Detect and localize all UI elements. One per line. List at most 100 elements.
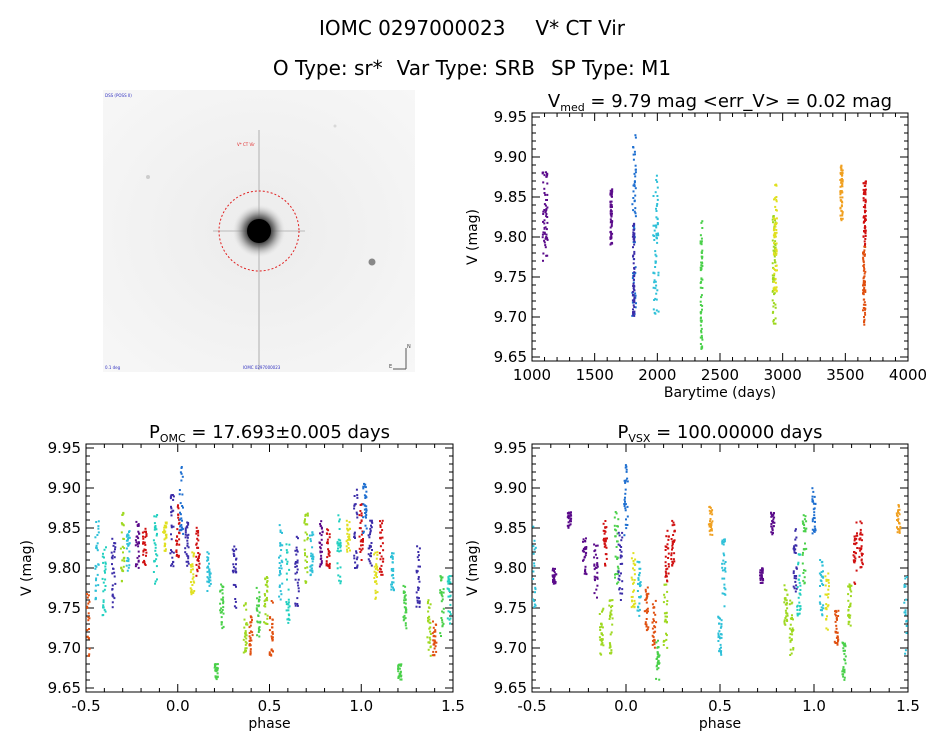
phase_omc-data-point — [86, 606, 89, 609]
phase_vsx-data-point — [813, 529, 816, 532]
phase_omc-data-point — [216, 672, 219, 675]
phase_omc-data-point — [136, 563, 139, 566]
phase_omc-data-point — [327, 548, 330, 551]
phase_vsx-data-point — [771, 531, 774, 534]
lightcurve-data-point — [701, 220, 704, 223]
phase_omc-data-point — [179, 513, 182, 516]
lightcurve-data-point — [654, 287, 657, 290]
phase_omc-data-point — [257, 627, 260, 630]
phase_vsx-data-point — [651, 627, 654, 630]
phase_omc-data-point — [375, 582, 378, 585]
phase_omc-data-point — [171, 494, 174, 496]
lightcurve-data-point — [609, 210, 612, 213]
phase_vsx-data-point — [796, 612, 799, 615]
lightcurve-data-point — [544, 204, 547, 207]
phase_omc-data-point — [446, 617, 449, 620]
phase_vsx-data-point — [771, 527, 774, 530]
phase_omc-data-point — [364, 512, 367, 514]
lightcurve-data-point — [611, 242, 614, 245]
lightcurve-data-point — [544, 193, 547, 196]
lightcurve-data-point — [610, 210, 613, 213]
phase_omc-data-point — [156, 514, 159, 516]
phase_omc-data-point — [380, 555, 383, 558]
lightcurve-data-point — [656, 195, 659, 197]
lightcurve-data-point — [633, 273, 636, 276]
lightcurve-data-point — [544, 244, 547, 247]
phase_omc-data-point — [86, 636, 89, 638]
phase_omc-data-point — [198, 567, 201, 569]
lightcurve-data-point — [654, 260, 657, 263]
lightcurve-x-tick-label: 4000 — [889, 366, 927, 384]
phase_vsx-data-point — [619, 563, 622, 565]
phase_vsx-data-point — [606, 537, 608, 540]
phase_vsx-data-point — [609, 633, 612, 636]
lightcurve-data-point — [773, 272, 776, 275]
phase_omc-data-point — [249, 644, 252, 647]
phase_vsx-data-point — [614, 511, 617, 513]
phase_vsx-data-point — [534, 604, 537, 607]
lightcurve-data-point — [655, 207, 657, 210]
phase_vsx-data-point — [672, 562, 675, 565]
phase_vsx-data-point — [834, 620, 837, 623]
phase_vsx-data-point — [843, 670, 846, 673]
phase_omc-data-point — [285, 549, 288, 552]
phase_omc-data-point — [141, 531, 144, 534]
phase_vsx-data-point — [814, 529, 817, 532]
phase_vsx-data-point — [720, 633, 722, 636]
phase_vsx-data-point — [791, 627, 794, 630]
lightcurve-data-point — [609, 226, 612, 229]
phase_vsx-data-point — [824, 575, 827, 578]
phase_vsx-data-point — [613, 524, 616, 527]
phase_omc-data-point — [327, 550, 330, 552]
phase_omc-data-point — [184, 536, 187, 539]
lightcurve-data-point — [633, 222, 636, 225]
lightcurve-data-point — [862, 261, 865, 263]
phase_vsx-data-point — [610, 649, 613, 652]
phase_vsx-data-point — [811, 487, 814, 490]
phase_vsx-data-point — [653, 625, 656, 628]
phase_omc-data-point — [86, 593, 88, 596]
phase_vsx-data-point — [759, 577, 762, 580]
lightcurve-data-point — [653, 239, 656, 241]
phase_omc-data-point — [175, 551, 178, 553]
phase_omc-data-point — [271, 626, 274, 629]
phase_omc-data-point — [376, 551, 379, 554]
phase_vsx-data-point — [720, 636, 723, 639]
phase_omc-data-point — [355, 511, 358, 514]
phase_vsx-data-point — [552, 578, 554, 581]
phase_omc-data-point — [320, 560, 323, 563]
phase_vsx-data-point — [617, 518, 620, 521]
phase_omc-data-point — [271, 623, 274, 626]
lightcurve-data-point — [775, 242, 778, 245]
phase_vsx-data-point — [895, 512, 898, 515]
phase_omc-data-point — [370, 545, 372, 548]
phase_omc-data-point — [164, 530, 167, 533]
phase_omc-data-point — [143, 548, 146, 551]
phase_vsx-data-point — [711, 533, 714, 536]
lightcurve-data-point — [864, 303, 867, 306]
phase_omc-data-point — [390, 574, 393, 577]
phase_omc-data-point — [119, 547, 122, 550]
phase_vsx-data-point — [905, 632, 908, 634]
phase_vsx-data-point — [722, 541, 725, 544]
phase_vsx-data-point — [721, 569, 724, 572]
phase_vsx-data-point — [795, 577, 798, 580]
phase_omc-data-point — [320, 554, 323, 557]
phase_omc-data-point — [95, 521, 98, 523]
phase_vsx-data-point — [608, 604, 611, 607]
phase_omc-data-point — [169, 497, 172, 500]
phase_omc-x-tick-label: 0.0 — [166, 697, 190, 715]
phase_vsx-data-point — [651, 643, 654, 646]
phase_vsx-data-point — [847, 614, 850, 617]
phase_omc-data-point — [171, 563, 174, 565]
phase_vsx-data-point — [555, 573, 558, 576]
phase_omc-data-point — [405, 611, 408, 614]
phase_omc-data-point — [155, 553, 158, 556]
phase_omc-data-point — [102, 590, 105, 593]
phase_omc-data-point — [348, 521, 351, 524]
lightcurve-y-axis-label: V (mag) — [465, 209, 481, 265]
phase_vsx-data-point — [827, 593, 830, 596]
lightcurve-data-point — [632, 254, 635, 257]
phase_vsx-data-point — [802, 551, 804, 554]
lightcurve-data-point — [543, 239, 546, 242]
